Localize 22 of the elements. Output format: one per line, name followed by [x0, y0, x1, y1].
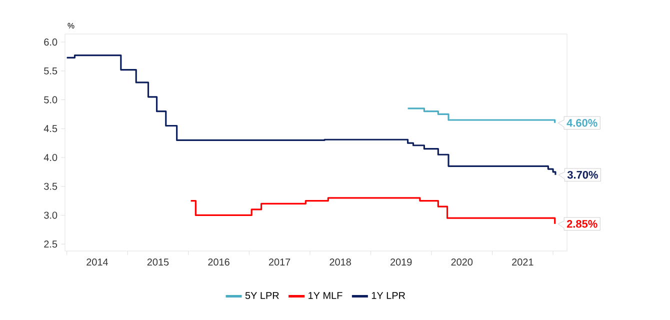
x-tick-label: 2017 [268, 258, 290, 266]
x-tick-label: 2019 [390, 258, 412, 266]
x-tick-label: 2016 [208, 258, 230, 266]
y-tick-label: 5.0 [44, 96, 58, 104]
legend-label: 1Y MLF [308, 292, 342, 299]
y-tick-label: 3.0 [44, 212, 58, 219]
y-tick-label: 5.5 [44, 67, 58, 74]
legend-label: 5Y LPR [245, 292, 279, 300]
y-tick-label: 4.0 [44, 154, 58, 162]
x-tick-label: 2021 [512, 258, 534, 266]
data-label: 2.85% [566, 220, 598, 228]
y-tick-label: 6.0 [44, 38, 58, 46]
x-tick-label: 2014 [86, 258, 108, 266]
x-tick-label: 2015 [147, 258, 169, 266]
legend-label: 1Y LPR [372, 292, 406, 299]
y-tick-label: 2.5 [44, 240, 58, 248]
y-tick-label: 4.5 [44, 125, 58, 132]
data-label: 3.70% [567, 170, 598, 179]
data-label: 4.60% [566, 119, 598, 127]
x-tick-label: 2020 [451, 258, 473, 266]
x-tick-label: 2018 [330, 258, 351, 266]
y-tick-label: 3.5 [44, 182, 58, 190]
